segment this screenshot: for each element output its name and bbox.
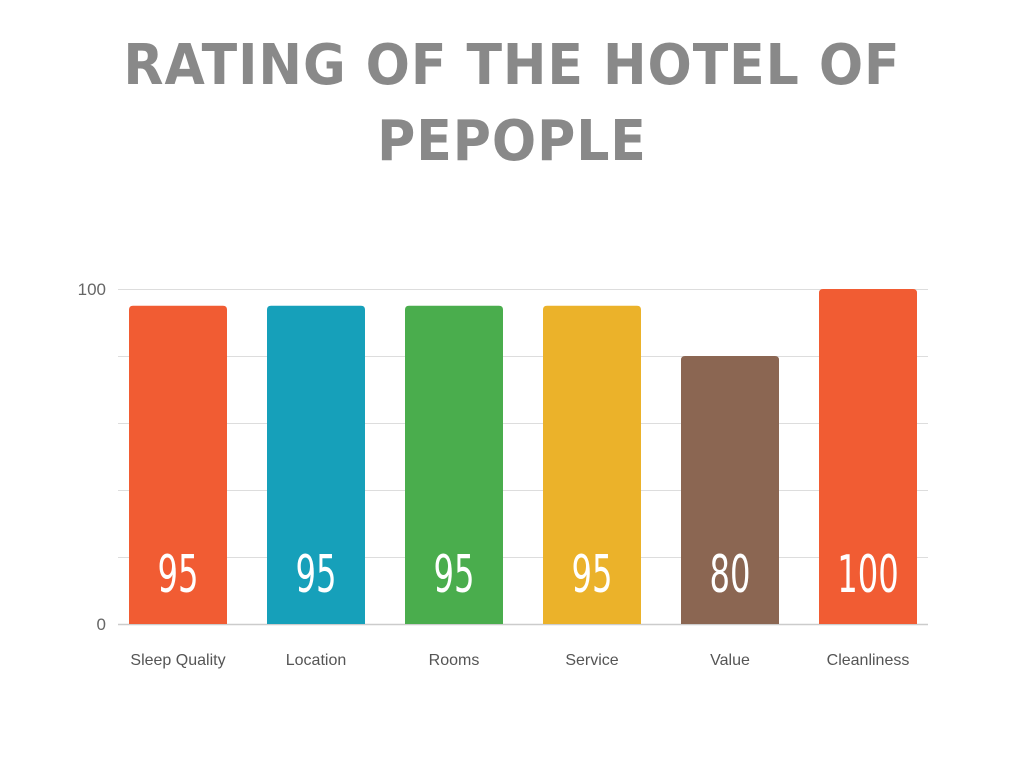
x-tick-label: Rooms: [429, 652, 480, 669]
bar-sleep-quality: [129, 305, 227, 624]
bars: [129, 289, 917, 624]
bar-rooms: [405, 305, 503, 624]
bar-value-label: 80: [709, 545, 750, 605]
bar-cleanliness: [819, 289, 917, 624]
chart-title: RATING OF THE HOTEL OF PEPOPLE: [123, 33, 901, 174]
x-tick-label: Sleep Quality: [130, 652, 225, 669]
x-axis-category-labels: Sleep Quality Location Rooms Service Value Cl…: [130, 652, 909, 669]
y-tick-label: 100: [78, 280, 106, 299]
y-axis-tick-labels: 0 100: [78, 280, 106, 634]
bar-value-label: 95: [571, 545, 612, 605]
x-tick-label: Location: [286, 652, 347, 669]
bar-value-label: 100: [837, 545, 899, 605]
x-tick-label: Service: [565, 652, 618, 669]
bar-location: [267, 305, 365, 624]
bar-value: [681, 356, 779, 624]
bar-value-label: 95: [295, 545, 336, 605]
x-tick-label: Value: [710, 652, 750, 669]
bar-value-label: 95: [157, 545, 198, 605]
bar-value-label: 95: [433, 545, 474, 605]
gridlines: [118, 289, 928, 626]
y-tick-label: 0: [97, 615, 106, 634]
bar-value-labels: 95 95 95 95 80 100: [157, 545, 898, 605]
x-tick-label: Cleanliness: [827, 652, 910, 669]
bar-service: [543, 305, 641, 624]
